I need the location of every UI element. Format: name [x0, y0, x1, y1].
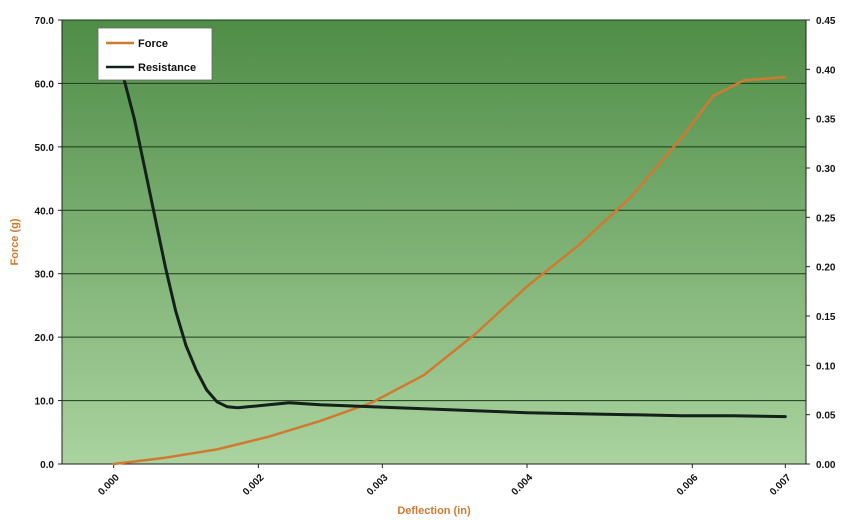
- y2-tick-label: 0.20: [816, 263, 836, 274]
- y-tick-label: 10.0: [35, 397, 55, 408]
- right-tick-labels: 0.00 0.05 0.10 0.15 0.20 0.25 0.30 0.35 0.40 0.45: [806, 16, 836, 471]
- y-tick-label: 70.0: [35, 16, 55, 27]
- plot-area: [62, 20, 806, 464]
- y2-tick-label: 0.40: [816, 65, 836, 76]
- y2-tick-label: 0.15: [816, 312, 836, 323]
- legend-box: [97, 27, 213, 81]
- y2-tick-label: 0.05: [816, 411, 836, 422]
- y-tick-label: 60.0: [35, 79, 55, 90]
- x-axis-title: Deflection (in): [397, 505, 471, 517]
- y2-tick-label: 0.30: [816, 164, 836, 175]
- x-tick-label: 0.000: [96, 472, 122, 498]
- y2-tick-label: 0.25: [816, 213, 836, 224]
- y-axis-title: Force (g): [9, 218, 21, 265]
- series-line-force: [112, 75, 787, 466]
- y-tick-label: 30.0: [35, 270, 55, 281]
- y-tick-label: 50.0: [35, 143, 55, 154]
- x-tick-labels: 0.000 0.002 0.003 0.004 0.006 0.007: [96, 464, 794, 498]
- y-tick-label: 0.0: [40, 460, 54, 471]
- y-tick-label: 40.0: [35, 206, 55, 217]
- legend-label-force: Force: [138, 38, 168, 50]
- gridlines: [62, 19, 806, 402]
- y-tick-label: 20.0: [35, 333, 55, 344]
- x-tick-label: 0.006: [675, 472, 701, 498]
- y2-tick-label: 0.00: [816, 460, 836, 471]
- y2-tick-label: 0.45: [816, 16, 836, 27]
- series-line-resistance: [112, 48, 787, 419]
- y2-tick-label: 0.10: [816, 361, 836, 372]
- x-tick-label: 0.003: [365, 472, 391, 498]
- y2-tick-label: 0.35: [816, 115, 836, 126]
- x-tick-label: 0.007: [768, 472, 794, 498]
- series-lines: [112, 48, 787, 466]
- legend-label-resistance: Resistance: [138, 62, 196, 74]
- x-tick-label: 0.002: [241, 472, 267, 498]
- axis-lines: [61, 20, 807, 465]
- legend: Force Resistance: [97, 27, 213, 81]
- x-tick-label: 0.004: [510, 472, 536, 498]
- left-tick-labels: 0.0 10.0 20.0 30.0 40.0 50.0 60.0 70.0: [35, 16, 62, 471]
